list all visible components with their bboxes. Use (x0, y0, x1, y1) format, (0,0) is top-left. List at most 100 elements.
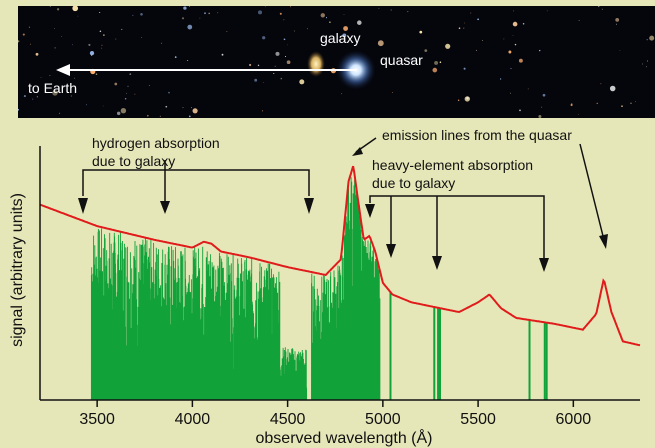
star-dot (294, 30, 295, 32)
star-dot (275, 51, 280, 56)
star-dot (410, 58, 413, 61)
star-dot (257, 10, 263, 15)
star-dot (342, 33, 347, 38)
star-dot (126, 92, 128, 94)
star-dot (463, 27, 465, 29)
star-dot (630, 102, 632, 104)
star-dot (32, 98, 34, 100)
star-dot (54, 28, 55, 29)
hydrogen-absorption-forest (90, 177, 381, 400)
star-dot (89, 50, 95, 56)
star-dot (99, 30, 102, 32)
star-dot (503, 38, 505, 40)
star-dot (635, 101, 636, 103)
star-dot (621, 105, 623, 107)
star-dot (52, 90, 58, 96)
star-dot (192, 108, 198, 114)
star-dot (254, 78, 258, 82)
star-dot (464, 22, 466, 24)
star-dot (121, 28, 123, 30)
star-dot (434, 60, 439, 65)
emission-leader-2 (579, 143, 605, 241)
star-dot (645, 66, 647, 68)
deep-field-image: galaxy quasar to Earth (18, 6, 655, 118)
star-dot (187, 24, 193, 30)
star-dot (407, 11, 409, 13)
galaxy-label: galaxy (320, 30, 361, 46)
star-dot (86, 104, 87, 106)
star-dot (103, 34, 105, 36)
star-dot (646, 60, 648, 62)
star-dot (273, 73, 275, 74)
star-dot (527, 88, 529, 90)
star-dot (432, 67, 438, 73)
star-dot (249, 63, 252, 67)
star-dot (514, 43, 517, 46)
star-dot (30, 43, 31, 45)
star-dot (72, 44, 73, 46)
star-dot (510, 92, 511, 94)
x-tick-label: 6000 (556, 411, 592, 428)
star-dot (538, 115, 542, 118)
star-dot (148, 84, 150, 86)
star-dot (541, 106, 543, 108)
star-dot (615, 18, 620, 22)
star-dot (482, 39, 484, 41)
star-dot (542, 93, 546, 97)
star-dot (95, 73, 98, 75)
star-dot (274, 65, 276, 67)
star-dot (263, 82, 265, 83)
star-dot (470, 12, 472, 14)
annotation-arrowheads (78, 147, 608, 272)
star-dot (114, 82, 118, 86)
star-dot (199, 17, 201, 19)
star-dot (577, 114, 579, 115)
star-dot (439, 61, 442, 64)
star-dot (262, 110, 263, 112)
star-dot (329, 21, 331, 24)
star-dot (343, 26, 349, 31)
star-dot (161, 42, 162, 44)
star-dot (290, 6, 292, 8)
star-dot (188, 115, 191, 118)
star-dot (500, 78, 502, 80)
star-dot (146, 114, 149, 117)
star-dot (28, 26, 30, 28)
star-dot (221, 53, 224, 56)
star-dot (285, 56, 286, 57)
star-dot (445, 43, 451, 49)
star-dot (512, 10, 514, 12)
star-dot (616, 23, 617, 25)
star-dot (649, 35, 655, 41)
to-earth-arrowhead (56, 64, 70, 76)
star-dot (88, 43, 91, 46)
x-tick-label: 3500 (79, 411, 115, 428)
star-dot (518, 58, 523, 63)
absorption-spectrum (90, 177, 548, 400)
star-dot (378, 7, 380, 9)
x-axis-title: observed wavelength (Å) (256, 428, 433, 447)
annotation-leaders (82, 137, 605, 262)
star-dot (600, 83, 602, 85)
star-dot (116, 111, 121, 116)
star-dot (522, 23, 525, 25)
star-dot (100, 47, 102, 49)
star-dot (357, 20, 362, 25)
star-dot (512, 35, 514, 36)
star-dot (570, 103, 573, 107)
star-dot (466, 96, 469, 100)
star-dot (61, 36, 62, 37)
star-dot (262, 36, 266, 40)
star-dot (49, 75, 51, 76)
star-dot (18, 108, 19, 111)
emission-annotation: emission lines from the quasar (382, 127, 572, 143)
x-tick-label: 4000 (175, 411, 211, 428)
hydrogen-annotation-line2: due to galaxy (92, 153, 175, 169)
star-dot (181, 17, 185, 20)
star-dot (307, 28, 308, 30)
star-dot (338, 40, 340, 42)
star-dot (102, 105, 104, 107)
star-dot (134, 93, 136, 95)
star-dot (508, 50, 512, 54)
star-dot (101, 44, 103, 46)
